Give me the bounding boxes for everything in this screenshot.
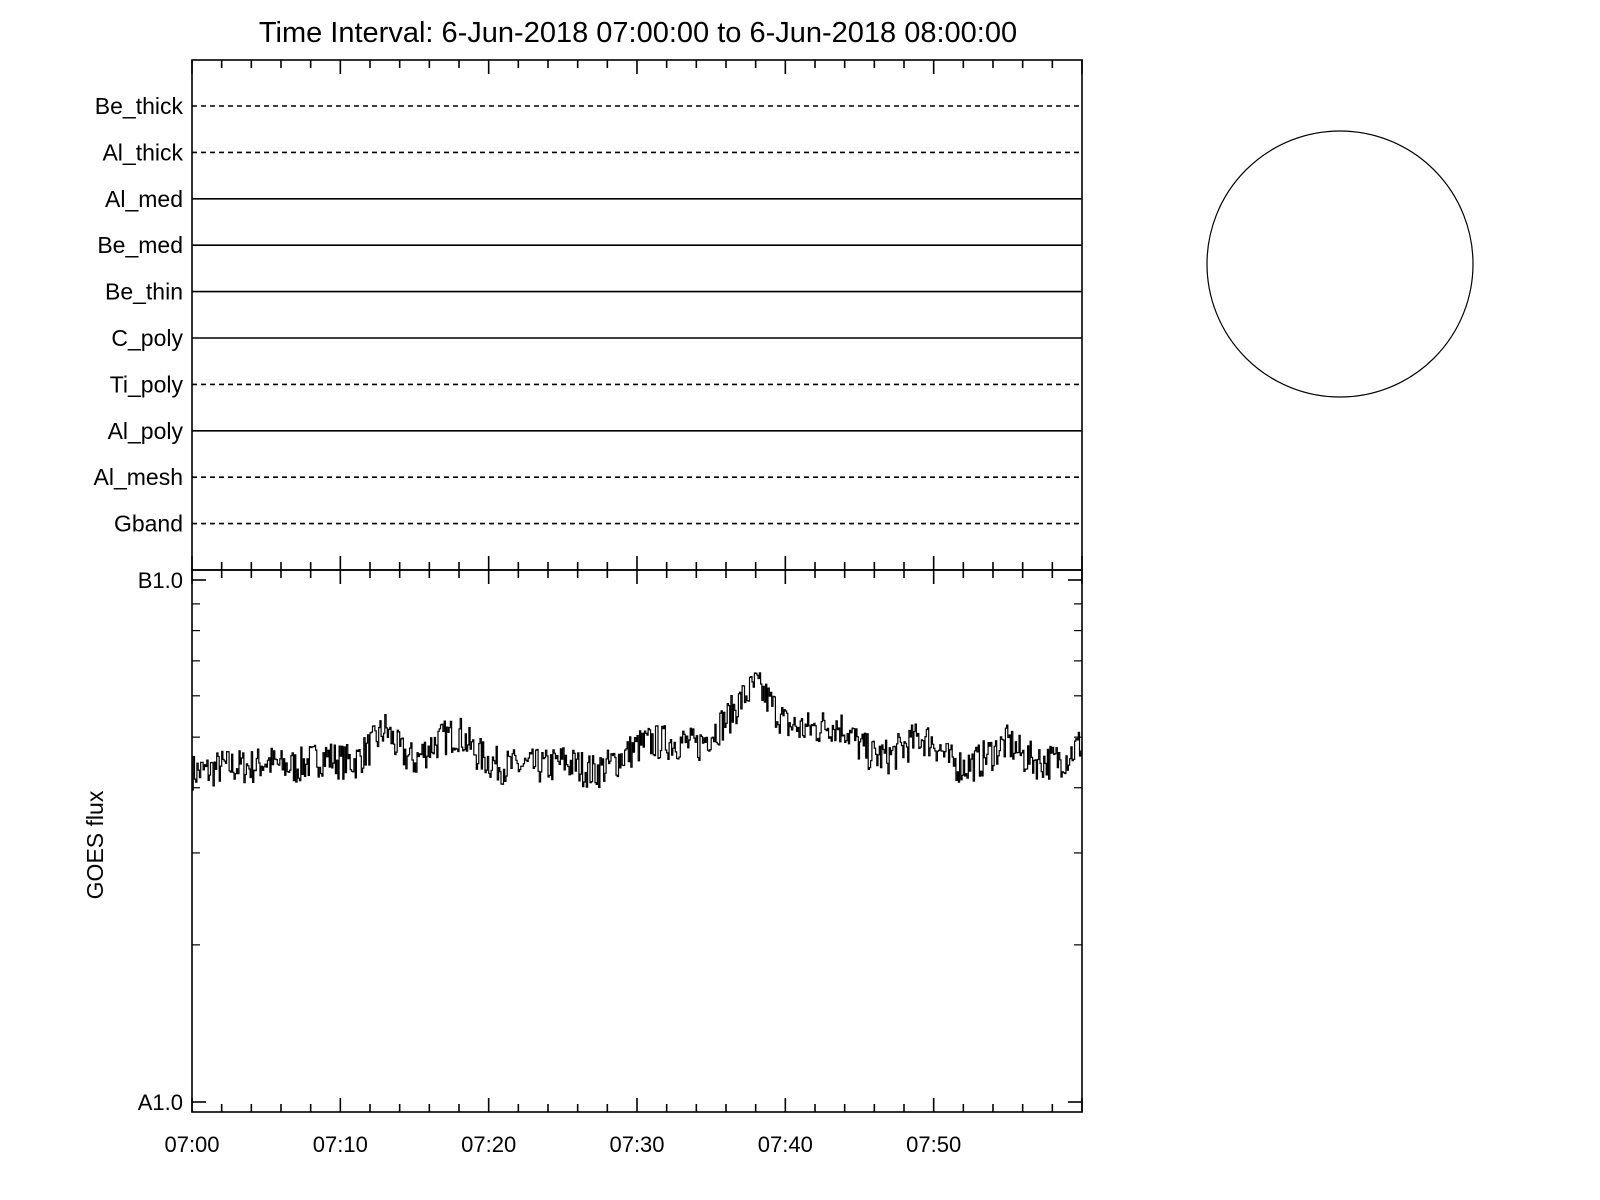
goes-y-axis-label: GOES flux: [82, 790, 108, 899]
filter-label-c-poly: C_poly: [111, 325, 183, 351]
filter-label-be-med: Be_med: [97, 232, 183, 258]
chart-title: Time Interval: 6-Jun-2018 07:00:00 to 6-…: [259, 17, 1017, 49]
filter-label-be-thin: Be_thin: [105, 279, 183, 305]
x-tick-label-0730: 07:30: [609, 1132, 664, 1157]
goes-panel-ticks: [191, 570, 1083, 1112]
filter-label-al-poly: Al_poly: [108, 418, 184, 444]
y-tick-label-a1-0: A1.0: [138, 1090, 183, 1115]
y-tick-label-b1-0: B1.0: [138, 568, 183, 593]
x-tick-label-0750: 07:50: [906, 1132, 961, 1157]
filter-lines: [192, 105, 1082, 525]
goes-panel-frame: [191, 569, 1083, 1113]
sun-disk-outline: [1206, 130, 1474, 398]
goes-x-tick-labels: 07:00 07:10 07:20 07:30 07:40 07:50: [164, 1132, 961, 1157]
x-tick-label-0720: 07:20: [461, 1132, 516, 1157]
filter-label-ti-poly: Ti_poly: [110, 371, 184, 397]
x-tick-label-0740: 07:40: [758, 1132, 813, 1157]
filter-panel: Be_thick Al_thick Al_med Be_med Be_thin C_pol…: [94, 59, 1083, 571]
filter-label-al-mesh: Al_mesh: [94, 464, 183, 490]
filter-label-gband: Gband: [114, 511, 183, 537]
filter-label-be-thick: Be_thick: [95, 93, 184, 119]
filter-panel-ticks: [191, 60, 1083, 570]
filter-label-al-thick: Al_thick: [102, 139, 183, 165]
sun-limb-circle: [1206, 130, 1474, 398]
filter-label-al-med: Al_med: [105, 186, 183, 212]
goes-y-tick-labels: A1.0 B1.0: [138, 568, 183, 1115]
filter-panel-frame: [191, 59, 1083, 571]
filter-labels: Be_thick Al_thick Al_med Be_med Be_thin C_pol…: [94, 93, 184, 537]
goes-flux-line: [192, 672, 1083, 791]
goes-panel: A1.0B1.0 07:00 07:10 07:20 07:30 07:40 07:50 …: [82, 568, 1083, 1157]
x-tick-label-0710: 07:10: [313, 1132, 368, 1157]
x-tick-label-0700: 07:00: [164, 1132, 219, 1157]
